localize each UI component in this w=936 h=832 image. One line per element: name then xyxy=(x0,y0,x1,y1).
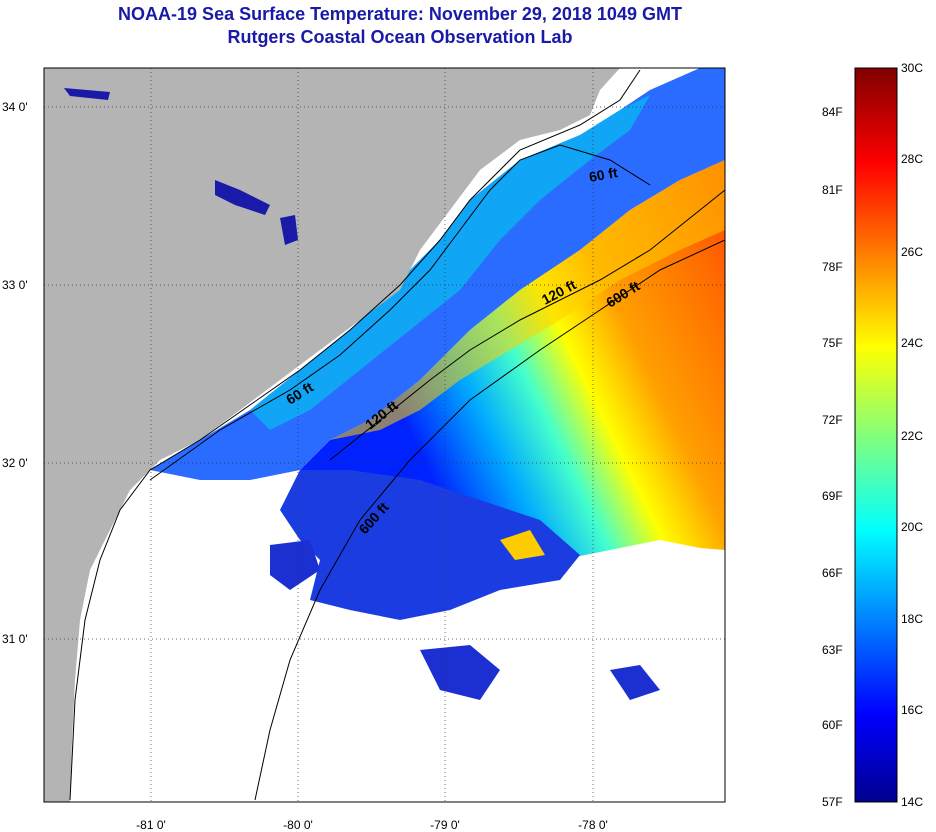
lon-label: -79 0' xyxy=(430,818,460,832)
map-subtitle: Rutgers Coastal Ocean Observation Lab xyxy=(227,27,573,47)
map-frame xyxy=(43,67,726,803)
sst-patch xyxy=(270,540,320,590)
colorbar-f-label: 60F xyxy=(822,718,843,732)
colorbar-c-label: 16C xyxy=(901,703,923,717)
inland-lake xyxy=(280,215,298,245)
inland-lake xyxy=(64,88,110,100)
lon-label: -80 0' xyxy=(283,818,313,832)
graticule xyxy=(44,68,725,802)
map-title: NOAA-19 Sea Surface Temperature: Novembe… xyxy=(118,4,682,24)
colorbar-c-label: 28C xyxy=(901,152,923,166)
sst-patch xyxy=(420,645,500,700)
lon-label: -78 0' xyxy=(578,818,608,832)
colorbar xyxy=(854,67,898,803)
sst-patch xyxy=(500,530,545,560)
contour-60ft xyxy=(149,144,651,481)
colorbar-f-label: 72F xyxy=(822,413,843,427)
colorbar-f-label: 63F xyxy=(822,643,843,657)
lat-label: 32 0' xyxy=(2,456,28,470)
sst-midshelf-water xyxy=(330,160,725,440)
inland-lake xyxy=(215,180,270,215)
contour-120ft xyxy=(329,189,725,461)
colorbar-f-label: 81F xyxy=(822,183,843,197)
lon-label: -81 0' xyxy=(136,818,166,832)
lat-label: 34 0' xyxy=(2,100,28,114)
colorbar-c-label: 24C xyxy=(901,336,923,350)
land-mass xyxy=(44,68,620,802)
coastline xyxy=(69,69,641,801)
colorbar-f-label: 57F xyxy=(822,795,843,809)
colorbar-f-label: 66F xyxy=(822,566,843,580)
sst-patch xyxy=(610,665,660,700)
colorbar-f-label: 75F xyxy=(822,336,843,350)
contour-label: 60 ft xyxy=(588,164,619,185)
colorbar-c-label: 20C xyxy=(901,520,923,534)
colorbar-c-label: 30C xyxy=(901,61,923,75)
lat-label: 31 0' xyxy=(2,632,28,646)
sst-southern-patches xyxy=(280,470,580,620)
colorbar-c-label: 26C xyxy=(901,245,923,259)
colorbar-f-label: 78F xyxy=(822,260,843,274)
colorbar-c-label: 22C xyxy=(901,429,923,443)
colorbar-c-label: 14C xyxy=(901,795,923,809)
colorbar-f-label: 84F xyxy=(822,105,843,119)
contour-600ft xyxy=(254,239,725,801)
colorbar-c-label: 18C xyxy=(901,612,923,626)
lat-label: 33 0' xyxy=(2,278,28,292)
colorbar-f-label: 69F xyxy=(822,489,843,503)
